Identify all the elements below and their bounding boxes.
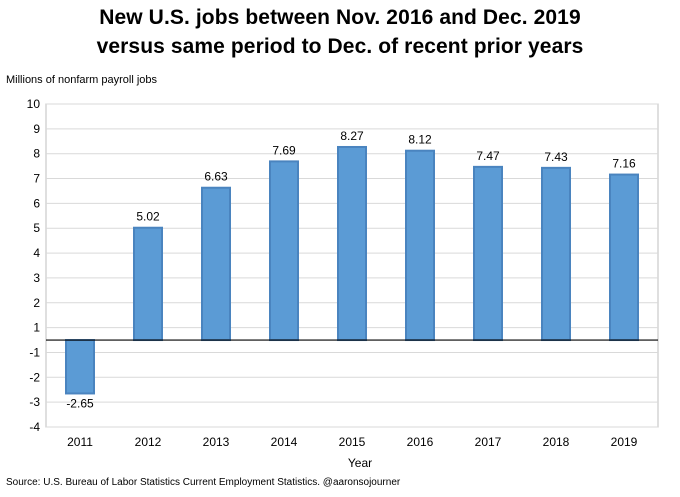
chart-title-line-2: versus same period to Dec. of recent pri… (96, 35, 584, 58)
data-label: 7.43 (544, 150, 568, 164)
y-tick-label: 8 (33, 147, 40, 161)
y-tick-label: 7 (33, 172, 40, 186)
bar (133, 226, 163, 342)
x-tick-label: 2014 (271, 435, 298, 449)
y-tick-label: 10 (27, 97, 41, 111)
y-tick-label: 4 (33, 246, 40, 260)
data-label: -2.65 (66, 396, 94, 410)
bar (269, 160, 299, 342)
data-label: 7.16 (612, 157, 636, 171)
x-tick-label: 2011 (67, 435, 93, 449)
data-label: 6.63 (204, 170, 228, 184)
y-tick-label: -4 (29, 420, 40, 434)
x-tick-label: 2015 (339, 435, 366, 449)
x-axis-label: Year (348, 456, 372, 470)
data-label: 7.47 (476, 149, 500, 163)
y-tick-label: 5 (33, 221, 40, 235)
y-tick-label: -2 (29, 370, 40, 384)
data-label: 8.27 (340, 129, 364, 143)
y-tick-label: 9 (33, 122, 40, 136)
x-tick-label: 2013 (203, 435, 230, 449)
x-tick-label: 2019 (611, 435, 638, 449)
y-axis-label: Millions of nonfarm payroll jobs (6, 74, 158, 86)
chart-title-line-1: New U.S. jobs between Nov. 2016 and Dec.… (99, 6, 581, 29)
data-label: 5.02 (136, 210, 160, 224)
bar (337, 145, 367, 342)
x-tick-label: 2012 (135, 435, 162, 449)
source-note: Source: U.S. Bureau of Labor Statistics … (6, 477, 401, 488)
bar (473, 165, 503, 342)
bar (405, 149, 435, 342)
x-tick-label: 2016 (407, 435, 434, 449)
y-tick-label: 6 (33, 196, 40, 210)
y-tick-label: 1 (33, 321, 40, 335)
y-tick-label: -3 (29, 395, 40, 409)
bar (541, 166, 571, 342)
data-label: 8.12 (408, 133, 432, 147)
y-tick-label: 2 (33, 296, 40, 310)
bar (609, 173, 639, 342)
x-tick-label: 2018 (543, 435, 570, 449)
bar (201, 186, 231, 342)
y-tick-label: -1 (29, 345, 40, 359)
bar (65, 339, 95, 395)
x-tick-label: 2017 (475, 435, 502, 449)
data-label: 7.69 (272, 143, 296, 157)
y-tick-label: 3 (33, 271, 40, 285)
